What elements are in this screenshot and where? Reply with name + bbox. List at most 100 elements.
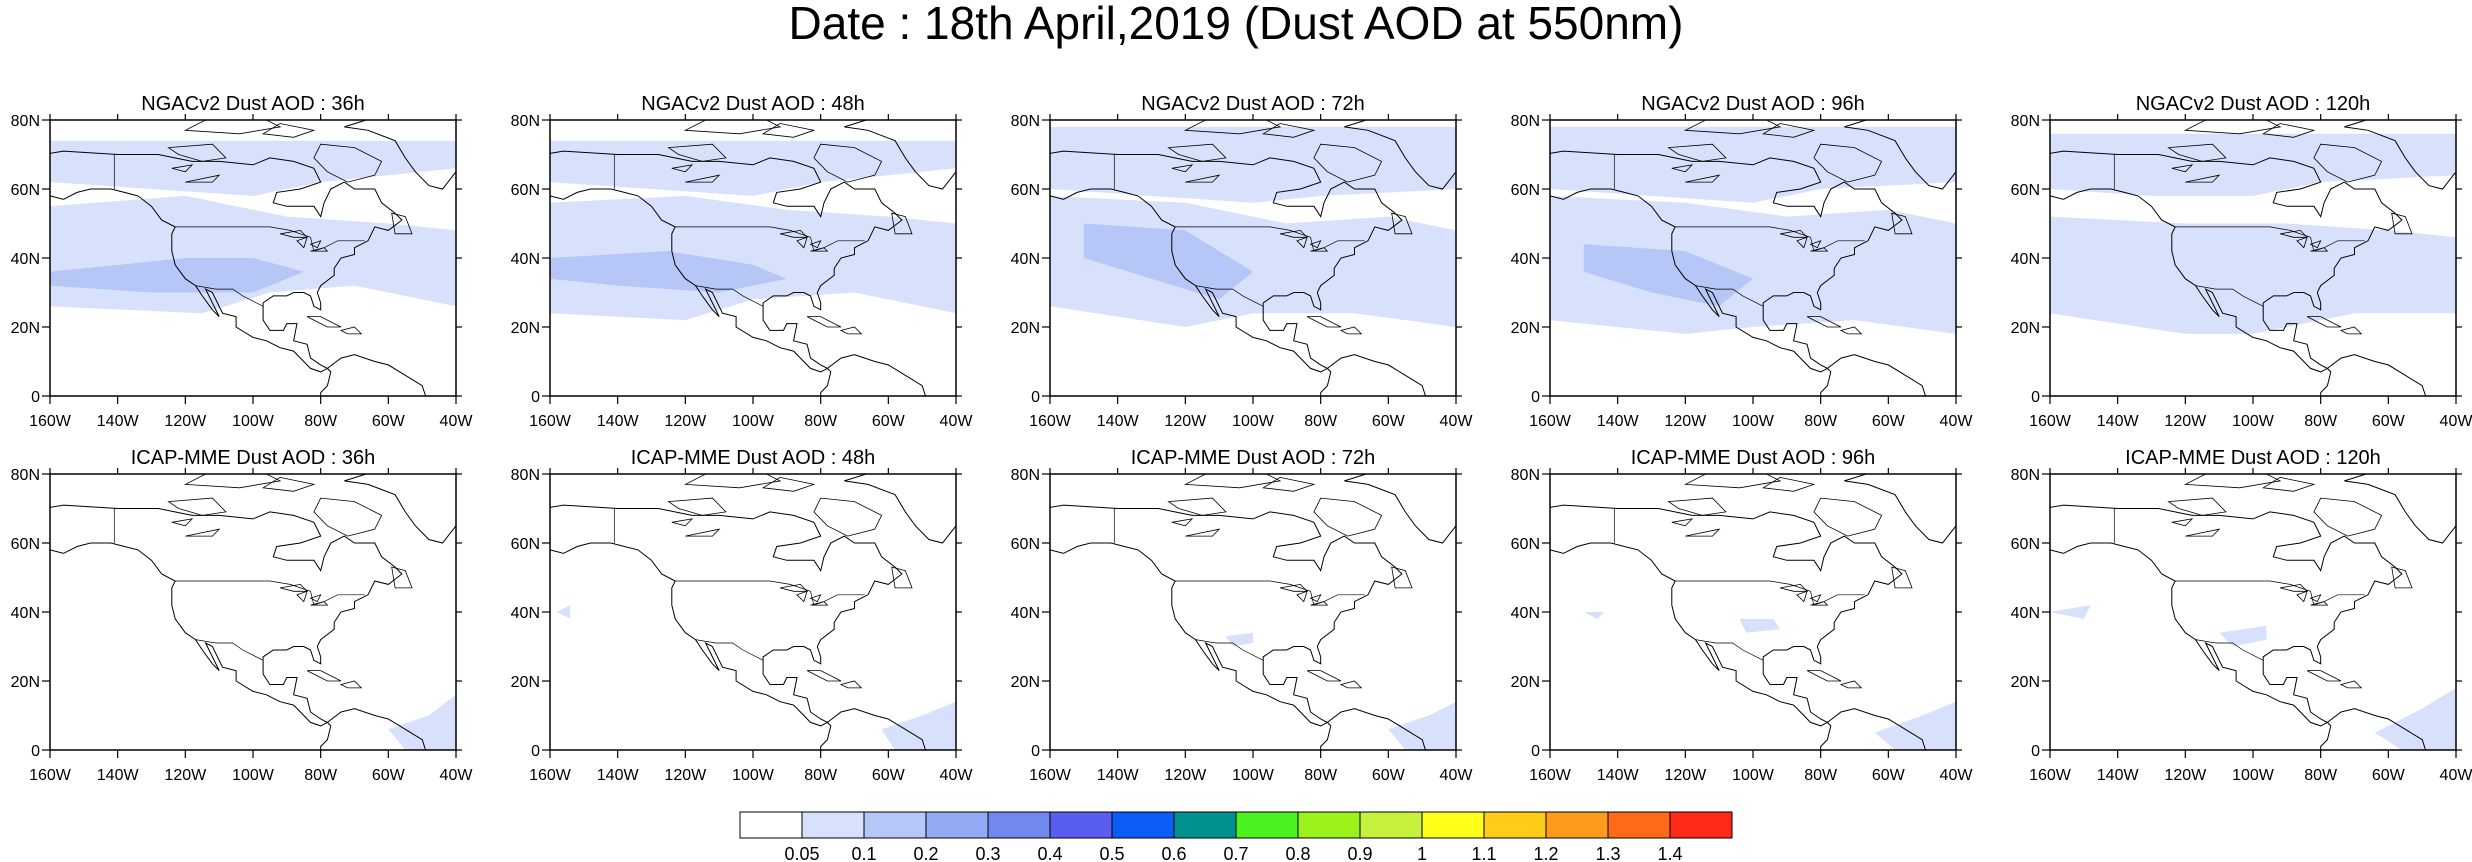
x-tick-label: 60W bbox=[2372, 767, 2406, 784]
x-tick-label: 80W bbox=[2304, 767, 2338, 784]
colorbar-label: 0.7 bbox=[1223, 844, 1248, 862]
coastline bbox=[2167, 497, 2227, 516]
y-tick-label: 60N bbox=[511, 182, 540, 199]
coastline bbox=[2296, 590, 2308, 603]
y-tick-label: 40N bbox=[2011, 251, 2040, 268]
coastline bbox=[1262, 476, 1316, 492]
x-tick-label: 80W bbox=[804, 767, 838, 784]
coastline bbox=[1550, 504, 1903, 727]
colorbar-label: 1.4 bbox=[1657, 844, 1682, 862]
y-tick-label: 40N bbox=[11, 605, 40, 622]
coastline bbox=[1813, 497, 1883, 537]
map-panel: NGACv2 Dust AOD : 48h 160W 140W 120W 100W 80W… bbox=[511, 93, 974, 430]
dust-field-shading bbox=[1550, 195, 1956, 334]
coastline bbox=[667, 143, 727, 162]
x-tick-label: 40W bbox=[440, 767, 474, 784]
y-tick-label: 20N bbox=[1011, 674, 1040, 691]
colorbar-label: 0.8 bbox=[1285, 844, 1310, 862]
x-tick-label: 60W bbox=[872, 413, 906, 430]
coastline bbox=[2261, 123, 2316, 138]
y-tick-label: 80N bbox=[511, 113, 540, 130]
coastline bbox=[1667, 143, 1727, 162]
coastline bbox=[2391, 566, 2413, 589]
x-tick-label: 140W bbox=[2097, 413, 2140, 430]
coastline bbox=[1683, 474, 1782, 489]
coastline bbox=[810, 601, 829, 606]
coastline bbox=[309, 240, 322, 249]
coastline bbox=[1806, 316, 1842, 328]
coastline bbox=[1309, 594, 1322, 603]
coastline bbox=[1685, 174, 1721, 183]
coastline bbox=[820, 708, 927, 750]
coastline bbox=[1183, 474, 1282, 489]
colorbar-label: 1.2 bbox=[1533, 844, 1558, 862]
coastline bbox=[2296, 236, 2308, 249]
coastline bbox=[1391, 566, 1413, 589]
y-tick-label: 0 bbox=[2031, 389, 2040, 406]
x-tick-label: 140W bbox=[597, 767, 640, 784]
map-panel: ICAP-MME Dust AOD : 36h 160W 140W 120W 100W 8… bbox=[11, 447, 474, 784]
coastline bbox=[810, 247, 829, 252]
panel-title: NGACv2 Dust AOD : 36h bbox=[141, 93, 364, 115]
coastline bbox=[1667, 497, 1727, 516]
coastline bbox=[839, 326, 863, 335]
country-border bbox=[1695, 285, 1764, 307]
coastline bbox=[1050, 150, 1403, 373]
coastline bbox=[1550, 150, 1903, 373]
coastline bbox=[339, 326, 363, 335]
x-tick-label: 120W bbox=[2164, 413, 2207, 430]
y-tick-label: 20N bbox=[11, 320, 40, 337]
x-tick-label: 140W bbox=[1097, 413, 1140, 430]
map-panel: ICAP-MME Dust AOD : 96h 160W 140W 120W 100W 8… bbox=[1511, 447, 1974, 784]
x-tick-label: 100W bbox=[732, 767, 775, 784]
dust-field-shading bbox=[388, 694, 456, 750]
x-tick-label: 40W bbox=[1440, 767, 1474, 784]
coastline bbox=[2320, 708, 2427, 750]
y-tick-label: 60N bbox=[11, 182, 40, 199]
y-tick-label: 40N bbox=[1011, 605, 1040, 622]
coastline bbox=[1171, 518, 1194, 527]
coastline bbox=[671, 164, 694, 173]
panel-title: ICAP-MME Dust AOD : 120h bbox=[2125, 447, 2381, 469]
y-tick-label: 60N bbox=[1011, 536, 1040, 553]
y-tick-label: 60N bbox=[511, 536, 540, 553]
coastline bbox=[1762, 476, 1816, 492]
coastline bbox=[1891, 212, 1913, 235]
map-panel: ICAP-MME Dust AOD : 48h 160W 140W 120W 100W 8… bbox=[511, 447, 974, 784]
coastline bbox=[844, 120, 956, 190]
coastline bbox=[183, 474, 282, 489]
coastline bbox=[806, 316, 842, 328]
coastline bbox=[809, 240, 822, 249]
coastline bbox=[391, 566, 413, 589]
x-tick-label: 160W bbox=[2029, 767, 2072, 784]
y-tick-label: 20N bbox=[2011, 674, 2040, 691]
y-tick-label: 60N bbox=[2011, 536, 2040, 553]
x-tick-label: 80W bbox=[1804, 413, 1838, 430]
coastline bbox=[313, 143, 383, 183]
x-tick-label: 140W bbox=[97, 767, 140, 784]
coastline bbox=[1183, 120, 1282, 135]
coastline bbox=[2313, 497, 2383, 537]
x-tick-label: 120W bbox=[2164, 767, 2207, 784]
coastline bbox=[1671, 164, 1694, 173]
map-panel: ICAP-MME Dust AOD : 72h 160W 140W 120W 100W 8… bbox=[1011, 447, 1474, 784]
coastline bbox=[1339, 326, 1363, 335]
x-tick-label: 80W bbox=[304, 413, 338, 430]
country-border bbox=[2175, 580, 2365, 606]
coastline bbox=[1296, 236, 1308, 249]
coastline bbox=[1050, 504, 1403, 727]
map-panel: NGACv2 Dust AOD : 96h 160W 140W 120W 100W 80W… bbox=[1511, 93, 1974, 430]
dust-field-shading bbox=[550, 251, 787, 293]
coastline bbox=[891, 566, 913, 589]
x-tick-label: 120W bbox=[1664, 767, 1707, 784]
dust-field-shading bbox=[1739, 618, 1781, 633]
country-border bbox=[1675, 580, 1865, 606]
coastline bbox=[2310, 601, 2329, 606]
coastline bbox=[261, 476, 316, 492]
x-tick-label: 80W bbox=[2304, 413, 2338, 430]
y-tick-label: 0 bbox=[1031, 743, 1040, 760]
coastline bbox=[344, 474, 456, 544]
dust-field-shading bbox=[50, 258, 304, 293]
coastline bbox=[1820, 708, 1927, 750]
y-tick-label: 80N bbox=[2011, 467, 2040, 484]
